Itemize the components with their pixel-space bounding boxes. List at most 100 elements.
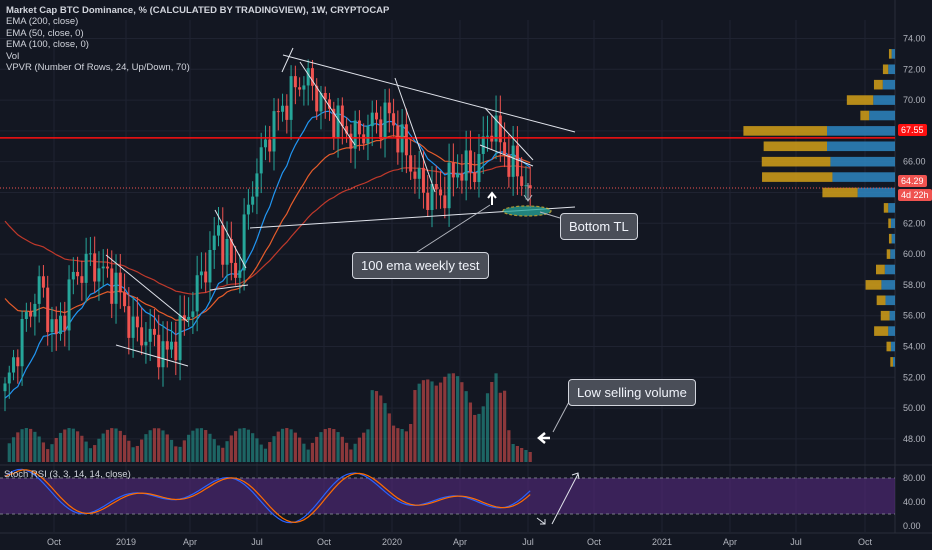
candle-body [498,115,502,143]
volume-bar [182,440,186,462]
bottom-tl-ellipse [502,205,552,217]
candle-body [204,271,208,283]
vpvr-bar-down [762,172,833,182]
candle-body [135,316,139,328]
vpvr-bar-down [883,203,889,213]
candle-body [345,126,349,134]
candle-body [434,184,438,190]
candle-body [490,135,494,142]
volume-bar [199,428,204,462]
callout-low-volume[interactable]: Low selling volume [568,379,696,406]
candle-body [268,139,272,152]
vpvr-bar-up [881,280,895,290]
candle-body [319,92,323,112]
candle-body [486,135,490,137]
volume-bar [46,449,50,462]
volume-bar [289,429,293,462]
candle-body [281,105,285,112]
volume-bar [33,431,37,462]
candle-body [170,341,174,350]
candle-body [208,249,212,283]
callout-ema-test[interactable]: 100 ema weekly test [352,252,489,279]
volume-bar [148,430,152,462]
candle-body [251,196,255,205]
candle-body [165,341,169,350]
candle-body [528,185,532,189]
candle-body [379,119,383,140]
x-axis-tick-label: Oct [587,537,602,547]
volume-bar [110,428,114,462]
volume-bar [404,431,408,462]
volume-bar [417,383,421,462]
volume-bar [268,442,272,462]
volume-bar [443,376,447,462]
volume-bar [216,445,221,462]
volume-bar [101,433,105,462]
volume-bar [97,438,101,462]
volume-pointer [552,399,571,433]
vpvr-bar-down [743,126,827,136]
volume-bar [131,447,135,462]
vpvr-bar-up [857,187,895,198]
candle-body [524,185,528,187]
volume-bar [229,435,233,462]
volume-bar [498,392,502,462]
volume-bar [426,379,430,462]
vpvr-bar-up [869,110,895,121]
y-axis-tick-label: 60.00 [903,249,926,259]
candle-body [3,383,7,392]
candle-body [105,266,109,269]
candle-body [93,253,97,282]
x-axis-tick-label: 2019 [116,537,136,547]
trendline [115,344,189,367]
volume-bar [374,391,379,462]
volume-bar [357,437,362,462]
candle-body [315,85,319,112]
stoch-rsi-d-line [4,469,531,524]
vpvr-bar-down [822,187,858,198]
candle-body [464,150,468,181]
rsi-band [0,478,895,514]
callout-bottom-tl[interactable]: Bottom TL [560,213,638,240]
x-axis-tick-label: Oct [317,537,332,547]
price-tag-resistance: 67.55 [898,124,927,136]
legend-title: Market Cap BTC Dominance, % (CALCULATED … [6,5,390,16]
candle-body [276,111,280,113]
volume-bar [451,373,455,462]
vpvr-bar-down [890,357,893,367]
volume-bar [16,432,20,462]
candle-body [259,147,263,174]
rsi-down-arrow [536,517,546,525]
candle-body [473,171,477,183]
candle-body [302,85,306,90]
vpvr-bar-down [874,326,889,336]
candle-body [114,272,118,304]
volume-bar [127,440,131,462]
x-axis-tick-label: 2020 [382,537,402,547]
candle-body [413,171,417,179]
vpvr-bar-up [889,310,895,321]
volume-bar [332,429,336,462]
candle-body [323,92,327,100]
volume-bar [157,428,161,462]
volume-bar [438,382,443,462]
vpvr-bar-down [860,110,870,121]
candle-body [157,334,161,368]
y-axis-tick-label: 48.00 [903,434,926,444]
volume-bar [421,380,426,462]
volume-bar [75,431,80,462]
volume-bar [212,439,216,462]
candle-body [417,167,421,179]
volume-bar [225,441,229,462]
volume-bar [71,428,75,462]
volume-bar [391,425,396,462]
rsi-axis-tick-label: 40.00 [903,497,926,507]
candle-body [430,184,434,210]
candle-body [349,133,353,149]
candle-body [110,268,114,304]
volume-bar [233,431,238,462]
volume-bar [507,430,511,462]
volume-bar [306,449,310,462]
volume-bar [29,428,33,462]
